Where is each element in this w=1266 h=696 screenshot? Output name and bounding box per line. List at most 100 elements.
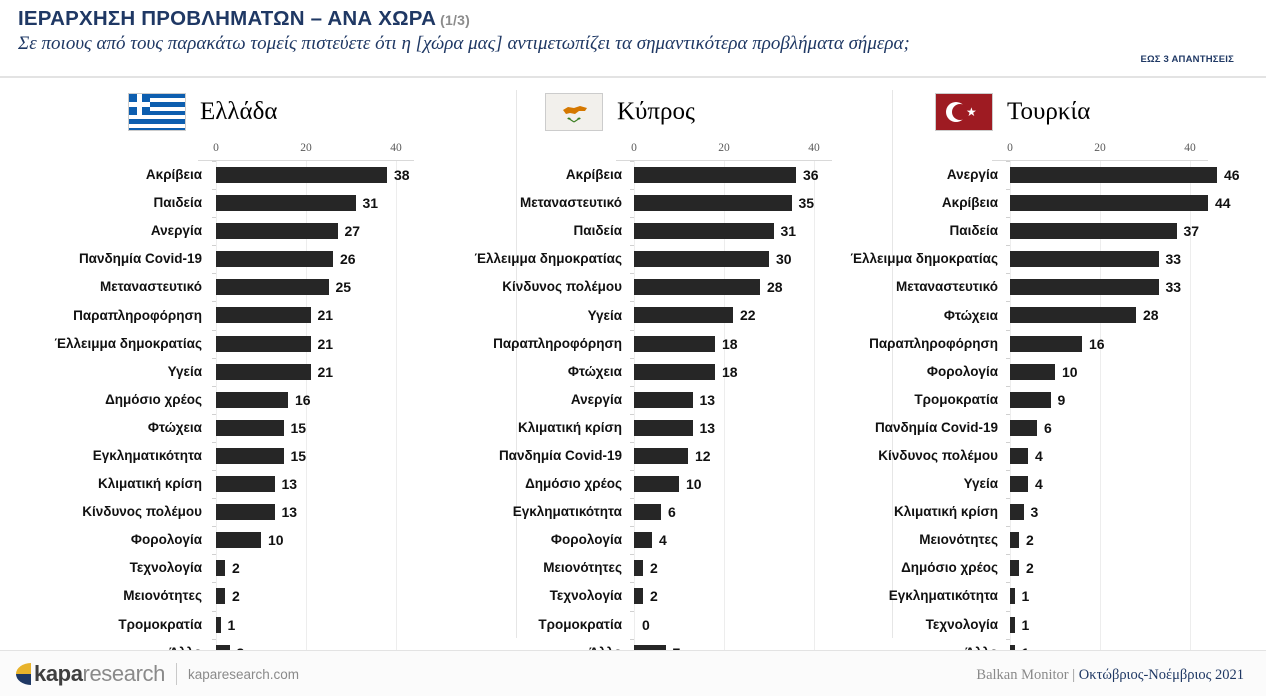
bar-value-label: 12	[695, 447, 711, 464]
bar	[216, 616, 221, 633]
bar-row: Πανδημία Covid-19 26	[10, 245, 430, 273]
category-label: Ανεργία	[946, 167, 998, 183]
category-label: Πανδημία Covid-19	[498, 447, 622, 463]
bar-value-label: 44	[1215, 195, 1231, 212]
panel-divider-2	[892, 90, 893, 638]
category-label: Φορολογία	[926, 363, 998, 379]
bar-row: Τρομοκρατία 1	[10, 610, 432, 639]
category-label: Κίνδυνος πολέμου	[502, 279, 622, 295]
bar-value-label: 1	[227, 616, 236, 633]
bar-value-label: 35	[798, 195, 815, 212]
category-label: Τεχνολογία	[129, 560, 202, 576]
bar	[634, 419, 693, 436]
bar	[634, 335, 715, 352]
axis-tickmark	[1006, 413, 1010, 415]
bar	[634, 476, 679, 493]
bar	[1010, 167, 1217, 183]
answers-note-badge: ΕΩΣ 3 ΑΠΑΝΤΗΣΕΙΣ	[1140, 54, 1234, 65]
gridline	[634, 161, 635, 667]
bar-value-label: 10	[1062, 363, 1078, 380]
bar-track: 2	[630, 554, 850, 582]
bar	[1010, 251, 1159, 268]
bar-track: 16	[1006, 329, 1226, 358]
bar-track: 2	[212, 582, 432, 610]
category-label: Παραπληροφόρηση	[869, 335, 998, 351]
bar-row: Φτώχεια 28	[800, 301, 1256, 329]
bar-row: Κίνδυνος πολέμου 13	[10, 498, 430, 526]
bar-track: 13	[630, 413, 850, 442]
bar-value-label: 2	[232, 588, 240, 605]
bar	[634, 195, 792, 212]
bar-value-label: 33	[1165, 251, 1182, 268]
bar-track: 27	[212, 217, 432, 245]
category-label: Έλλειμμα δημοκρατίας	[850, 251, 998, 267]
bar	[1010, 616, 1015, 633]
bar-row: Δημόσιο χρέος 2	[800, 554, 1256, 582]
bar-track: 4	[630, 526, 850, 554]
bar-row: Μεταναστευτικό 33	[800, 273, 1256, 301]
bar-value-label: 10	[268, 532, 284, 549]
logo-separator	[175, 663, 177, 685]
bar	[216, 167, 387, 183]
bar-row: Κλιματική κρίση 13	[10, 470, 430, 498]
bar-row: Τεχνολογία 2	[430, 582, 850, 610]
bar-row: Παιδεία 31	[430, 217, 850, 245]
bar	[1010, 195, 1208, 212]
bar-value-label: 1	[1021, 588, 1030, 605]
bar	[634, 167, 796, 183]
bar-track: 4	[1006, 470, 1226, 498]
axis-tickmark	[1006, 610, 1010, 612]
bar-track: 15	[212, 413, 432, 442]
bar-track: 44	[1006, 189, 1231, 217]
bar-track: 38	[212, 161, 432, 189]
gridline	[216, 161, 217, 667]
bar-value-label: 1	[1021, 616, 1030, 633]
bar-track: 6	[630, 498, 850, 526]
axis-tickmark	[212, 554, 216, 556]
bar	[1010, 335, 1082, 352]
bar-track: 10	[630, 470, 850, 498]
bar-value-label: 30	[776, 251, 792, 268]
footer-source-separator: |	[1068, 667, 1079, 683]
bar	[634, 363, 715, 380]
bar-rows-2: Ακρίβεια 36 Μεταναστευτικό 35 Παιδεία 31 Έλλει…	[430, 161, 850, 667]
panel-divider-1	[516, 90, 517, 638]
bar-value-label: 13	[699, 391, 716, 408]
bar-track: 15	[212, 441, 432, 470]
bar-row: Κλιματική κρίση 3	[800, 498, 1256, 526]
x-tick-label: 40	[1184, 142, 1196, 154]
bar-track: 2	[212, 554, 432, 582]
bar	[1010, 560, 1019, 577]
bar-row: Ανεργία 46	[800, 161, 1256, 189]
charts-container: Ελλάδα 0 20 40 Ακρίβεια 38 Παιδεία 31 Ανεργία 27 Π…	[0, 82, 1266, 667]
category-label: Ακρίβεια	[565, 167, 622, 183]
gridline	[1190, 161, 1191, 667]
chart-panel-2: Κύπρος 0 20 40 Ακρίβεια 36 Μεταναστευτικό 35 Παι…	[430, 82, 850, 667]
bar	[216, 504, 275, 521]
bar-track: 21	[212, 329, 432, 358]
category-label: Έλλειμμα δημοκρατίας	[54, 335, 202, 351]
axis-tickmark	[212, 470, 216, 472]
x-axis-3: 0 20 40	[800, 142, 1256, 164]
bar	[216, 363, 311, 380]
axis-tickmark	[630, 385, 634, 387]
brand-logo[interactable]: kapa research kaparesearch.com	[16, 661, 299, 687]
axis-tickmark	[630, 554, 634, 556]
axis-baseline	[198, 160, 414, 161]
axis-tickmark	[630, 526, 634, 528]
x-tick-label: 20	[718, 142, 730, 154]
bar-track: 21	[212, 301, 432, 329]
category-label: Κλιματική κρίση	[518, 419, 622, 435]
bar	[216, 251, 333, 268]
category-label: Παραπληροφόρηση	[73, 307, 202, 323]
turkey-flag-icon: ★	[935, 93, 993, 131]
bar-value-label: 28	[767, 279, 783, 296]
axis-tickmark	[1006, 385, 1010, 387]
bar-value-label: 18	[722, 335, 738, 352]
bar-row: Φτώχεια 15	[10, 413, 432, 442]
axis-tickmark	[212, 161, 216, 162]
bar-track: 1	[212, 610, 432, 639]
axis-tickmark	[212, 301, 216, 303]
category-label: Τρομοκρατία	[538, 616, 622, 632]
bar-value-label: 26	[340, 251, 356, 268]
